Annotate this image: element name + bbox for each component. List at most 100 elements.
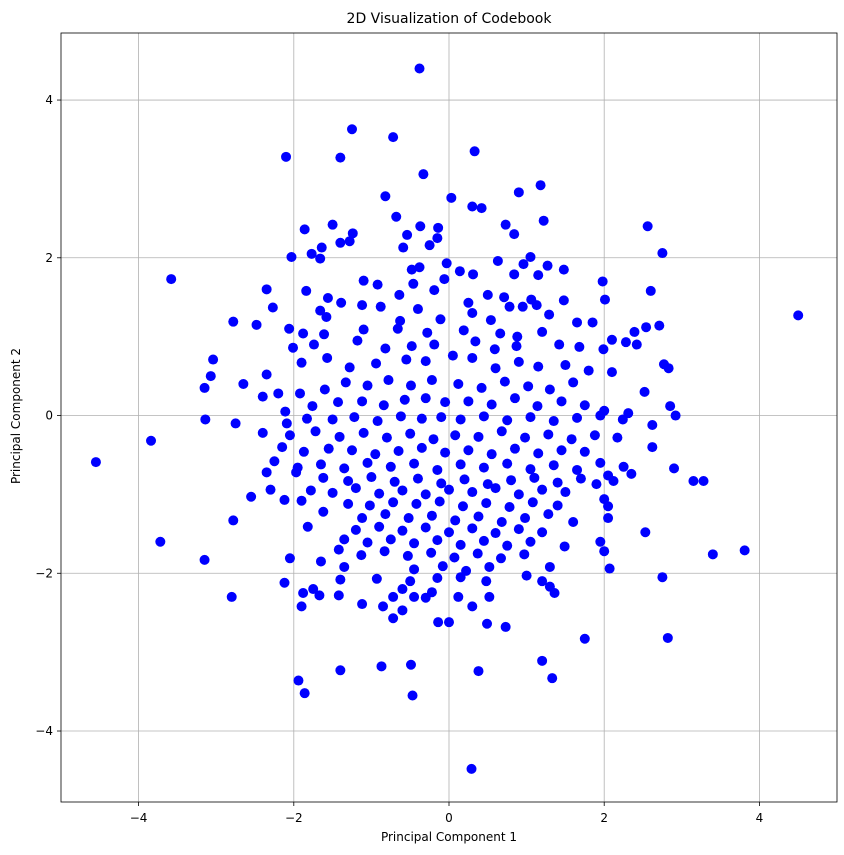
data-point: [495, 553, 506, 564]
data-point: [437, 561, 448, 572]
data-point: [434, 496, 445, 507]
data-point: [502, 415, 513, 426]
data-point: [579, 400, 590, 411]
data-point: [595, 410, 606, 421]
data-point: [459, 474, 470, 485]
data-point: [476, 382, 487, 393]
data-point: [409, 564, 420, 575]
data-point: [500, 621, 511, 632]
data-point: [529, 472, 540, 483]
data-point: [440, 447, 451, 458]
data-point: [432, 535, 443, 546]
data-point: [439, 274, 450, 285]
data-point: [608, 475, 619, 486]
data-point: [381, 432, 392, 443]
data-point: [380, 509, 391, 520]
data-point: [279, 494, 290, 505]
data-point: [333, 397, 344, 408]
data-point: [432, 573, 443, 584]
data-point: [349, 412, 360, 423]
data-point: [269, 456, 280, 467]
data-point: [532, 401, 543, 412]
data-point: [739, 545, 750, 556]
data-point: [420, 592, 431, 603]
data-point: [422, 327, 433, 338]
data-point: [440, 397, 451, 408]
data-point: [436, 412, 447, 423]
data-point: [319, 384, 330, 395]
data-point: [405, 428, 416, 439]
data-point: [521, 570, 532, 581]
data-point: [485, 315, 496, 326]
data-point: [350, 483, 361, 494]
data-point: [606, 367, 617, 378]
data-point: [284, 323, 295, 334]
data-point: [357, 599, 368, 610]
y-tick-label: 0: [45, 409, 53, 423]
data-point: [166, 274, 177, 285]
data-point: [432, 464, 443, 475]
data-point: [502, 540, 513, 551]
data-point: [662, 632, 673, 643]
data-point: [490, 483, 501, 494]
data-point: [537, 484, 548, 495]
data-point: [296, 495, 307, 506]
data-point: [618, 461, 629, 472]
data-point: [670, 410, 681, 421]
data-point: [357, 396, 368, 407]
data-point: [308, 339, 319, 350]
data-point: [626, 468, 637, 479]
data-point: [504, 502, 515, 513]
data-point: [380, 191, 391, 202]
data-point: [315, 459, 326, 470]
data-point: [478, 411, 489, 422]
data-point: [595, 536, 606, 547]
data-point: [238, 378, 249, 389]
data-point: [412, 473, 423, 484]
data-point: [484, 591, 495, 602]
data-point: [378, 601, 389, 612]
data-point: [291, 467, 302, 478]
data-point: [375, 301, 386, 312]
data-point: [520, 432, 531, 443]
data-point: [327, 487, 338, 498]
data-point: [435, 314, 446, 325]
data-point: [314, 590, 325, 601]
data-point: [415, 221, 426, 232]
data-point: [519, 549, 530, 560]
data-point: [486, 449, 497, 460]
data-point: [473, 511, 484, 522]
data-point: [511, 341, 522, 352]
data-point: [566, 434, 577, 445]
data-point: [395, 411, 406, 422]
data-point: [513, 356, 524, 367]
data-point: [525, 412, 536, 423]
data-point: [554, 339, 565, 350]
data-point: [433, 617, 444, 628]
data-point: [315, 305, 326, 316]
data-point: [506, 475, 517, 486]
data-point: [698, 475, 709, 486]
data-point: [146, 435, 157, 446]
data-point: [579, 446, 590, 457]
data-point: [296, 357, 307, 368]
data-point: [388, 591, 399, 602]
data-point: [420, 489, 431, 500]
data-point: [364, 500, 375, 511]
data-point: [298, 446, 309, 457]
data-point: [548, 460, 559, 471]
data-point: [603, 501, 614, 512]
data-point: [527, 497, 538, 508]
data-point: [306, 248, 317, 259]
data-point: [280, 406, 291, 417]
data-point: [543, 429, 554, 440]
data-point: [205, 371, 216, 382]
data-point: [388, 613, 399, 624]
data-point: [525, 464, 536, 475]
data-point: [327, 219, 338, 230]
data-point: [490, 363, 501, 374]
data-point: [572, 412, 583, 423]
data-point: [453, 378, 464, 389]
data-point: [352, 335, 363, 346]
data-point: [335, 665, 346, 676]
